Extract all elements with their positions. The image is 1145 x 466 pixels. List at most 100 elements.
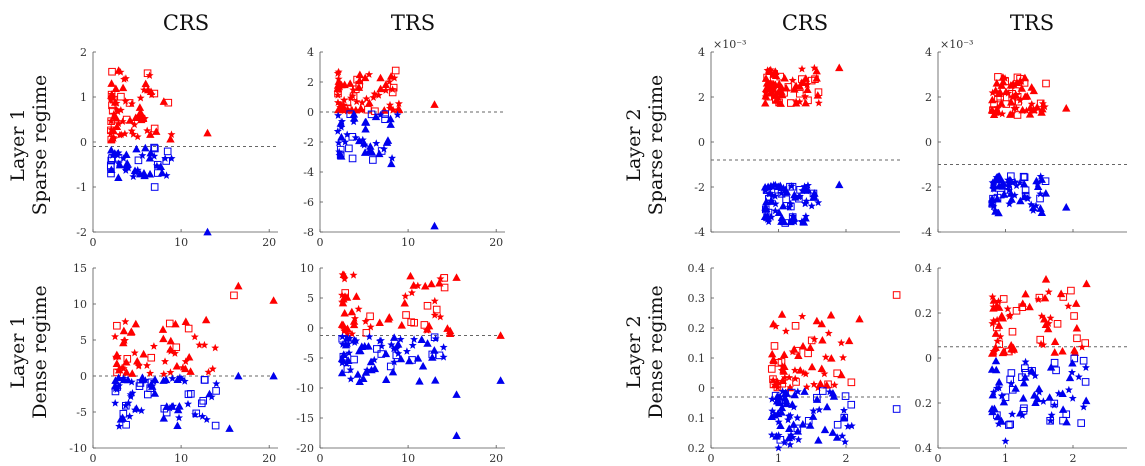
data-point-positive <box>813 91 822 99</box>
data-point-negative <box>343 130 352 139</box>
data-point-positive <box>349 271 358 279</box>
data-point-positive <box>343 329 352 337</box>
data-point-negative <box>386 362 395 371</box>
data-point-negative <box>138 151 147 159</box>
data-point-positive <box>801 74 810 82</box>
data-point-negative <box>337 123 346 131</box>
data-point-negative <box>776 392 785 401</box>
data-point-negative <box>371 112 381 121</box>
data-point-positive <box>146 369 155 377</box>
data-point-positive <box>803 85 812 93</box>
data-point-negative <box>353 370 363 378</box>
y-tick-label: -8 <box>303 226 314 239</box>
data-point-positive <box>407 318 415 326</box>
data-point-positive <box>122 368 131 376</box>
data-point-positive <box>1038 104 1047 113</box>
data-point-positive <box>807 362 817 371</box>
data-point-negative <box>767 430 776 439</box>
y-tick-label: 0.2 <box>915 307 933 320</box>
data-point-positive <box>184 324 193 333</box>
data-point-negative <box>141 143 150 152</box>
data-point-negative <box>337 132 346 141</box>
data-point-positive <box>200 340 209 349</box>
data-point-negative <box>199 396 208 405</box>
row-label-layer2-sparse-line1: Layer 2 <box>623 108 645 181</box>
data-point-positive <box>190 332 199 341</box>
data-point-positive <box>787 99 795 107</box>
data-point-positive <box>407 288 416 297</box>
data-point-positive <box>988 319 997 328</box>
data-point-negative <box>825 387 834 396</box>
data-point-positive <box>798 64 806 73</box>
data-point-negative <box>111 398 120 407</box>
data-point-positive <box>143 126 152 135</box>
x-tick-label: 20 <box>489 452 503 465</box>
data-point-positive <box>802 382 811 391</box>
data-point-positive <box>166 336 176 345</box>
data-point-negative <box>835 180 844 189</box>
data-point-negative <box>762 204 771 213</box>
data-point-positive <box>381 86 390 94</box>
data-point-positive <box>347 307 357 316</box>
data-point-negative <box>988 390 997 399</box>
data-point-negative <box>1015 178 1024 187</box>
data-point-positive <box>432 305 441 314</box>
data-point-positive <box>1013 111 1022 119</box>
data-point-negative <box>338 340 347 348</box>
data-point-negative <box>370 355 379 364</box>
data-point-negative <box>365 332 374 341</box>
data-point-positive <box>129 130 138 138</box>
data-point-negative <box>431 376 440 384</box>
data-point-negative <box>386 120 395 128</box>
data-point-negative <box>139 169 149 177</box>
data-point-negative <box>832 433 842 441</box>
data-point-negative <box>777 408 786 416</box>
data-point-negative <box>1050 358 1059 367</box>
data-point-positive <box>440 283 449 292</box>
data-point-negative <box>191 410 200 419</box>
data-point-negative <box>1079 402 1088 411</box>
data-point-negative <box>107 165 116 174</box>
data-point-negative <box>338 332 347 341</box>
data-point-negative <box>337 368 347 377</box>
data-point-negative <box>145 169 155 178</box>
data-point-negative <box>496 376 505 384</box>
data-point-positive <box>997 99 1006 107</box>
data-point-negative <box>337 152 346 160</box>
data-point-negative <box>833 420 842 429</box>
data-point-positive <box>812 74 821 82</box>
data-point-negative <box>1021 186 1030 195</box>
data-point-positive <box>1062 104 1071 112</box>
data-point-negative <box>771 180 780 189</box>
data-point-negative <box>122 401 130 410</box>
data-point-positive <box>140 85 149 94</box>
x-tick-label: 10 <box>401 236 415 249</box>
data-point-positive <box>1008 327 1017 336</box>
data-point-positive <box>824 329 833 337</box>
data-point-negative <box>994 172 1003 180</box>
data-point-negative <box>772 432 781 440</box>
data-point-negative <box>781 219 790 227</box>
row-label-layer1-dense-line2: Dense regime <box>29 285 51 419</box>
data-point-negative <box>787 430 796 439</box>
data-point-negative <box>992 365 1001 374</box>
data-point-negative <box>1032 176 1041 185</box>
data-point-negative <box>187 390 195 398</box>
data-point-positive <box>993 315 1002 324</box>
data-point-positive <box>1030 106 1039 115</box>
y-tick-label: -5 <box>303 352 314 365</box>
data-point-negative <box>998 182 1007 190</box>
data-point-negative <box>127 377 136 386</box>
data-point-negative <box>841 392 850 400</box>
y-tick-label: -2 <box>76 226 87 239</box>
data-point-negative <box>159 414 168 422</box>
data-point-negative <box>408 341 417 349</box>
data-point-negative <box>439 352 448 361</box>
data-point-positive <box>837 370 846 379</box>
data-point-negative <box>175 413 183 422</box>
data-point-positive <box>121 74 130 82</box>
y-tick-label: 0.4 <box>915 262 933 275</box>
data-point-negative <box>341 340 351 349</box>
data-point-positive <box>996 332 1005 341</box>
data-point-positive <box>208 364 217 373</box>
